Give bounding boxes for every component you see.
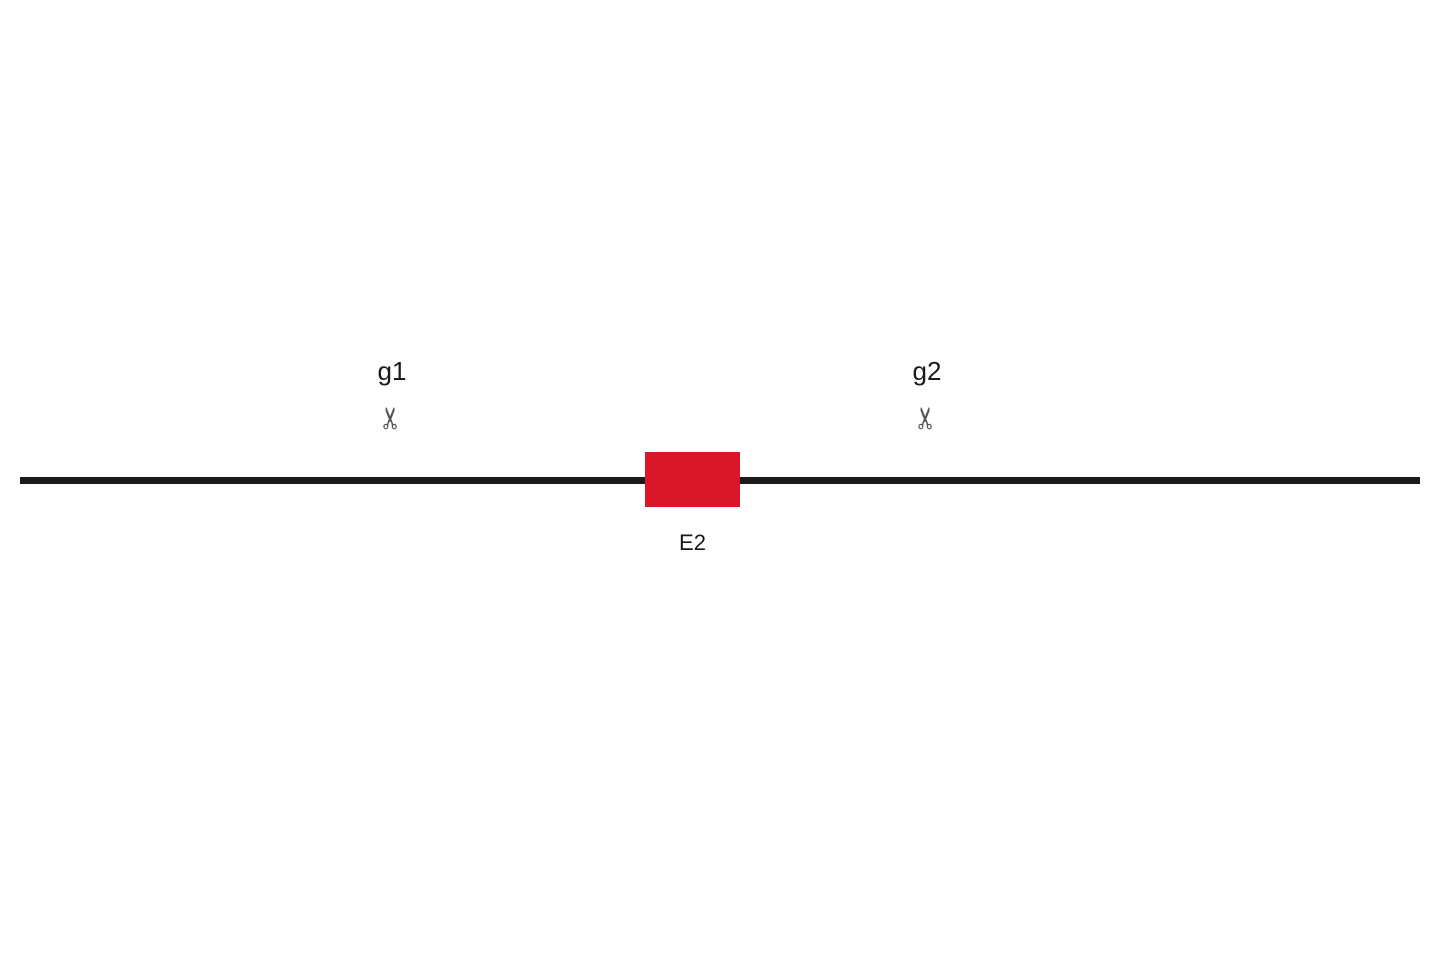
scissors-icon: ✂ bbox=[912, 405, 942, 430]
scissors-icon: ✂ bbox=[377, 405, 407, 430]
cut-site-g2-label: g2 bbox=[913, 356, 942, 387]
cut-site-g1-label: g1 bbox=[378, 356, 407, 387]
gene-diagram: E2 g1 ✂ g2 ✂ bbox=[0, 0, 1440, 960]
exon-block bbox=[645, 452, 740, 507]
exon-label: E2 bbox=[679, 530, 706, 556]
